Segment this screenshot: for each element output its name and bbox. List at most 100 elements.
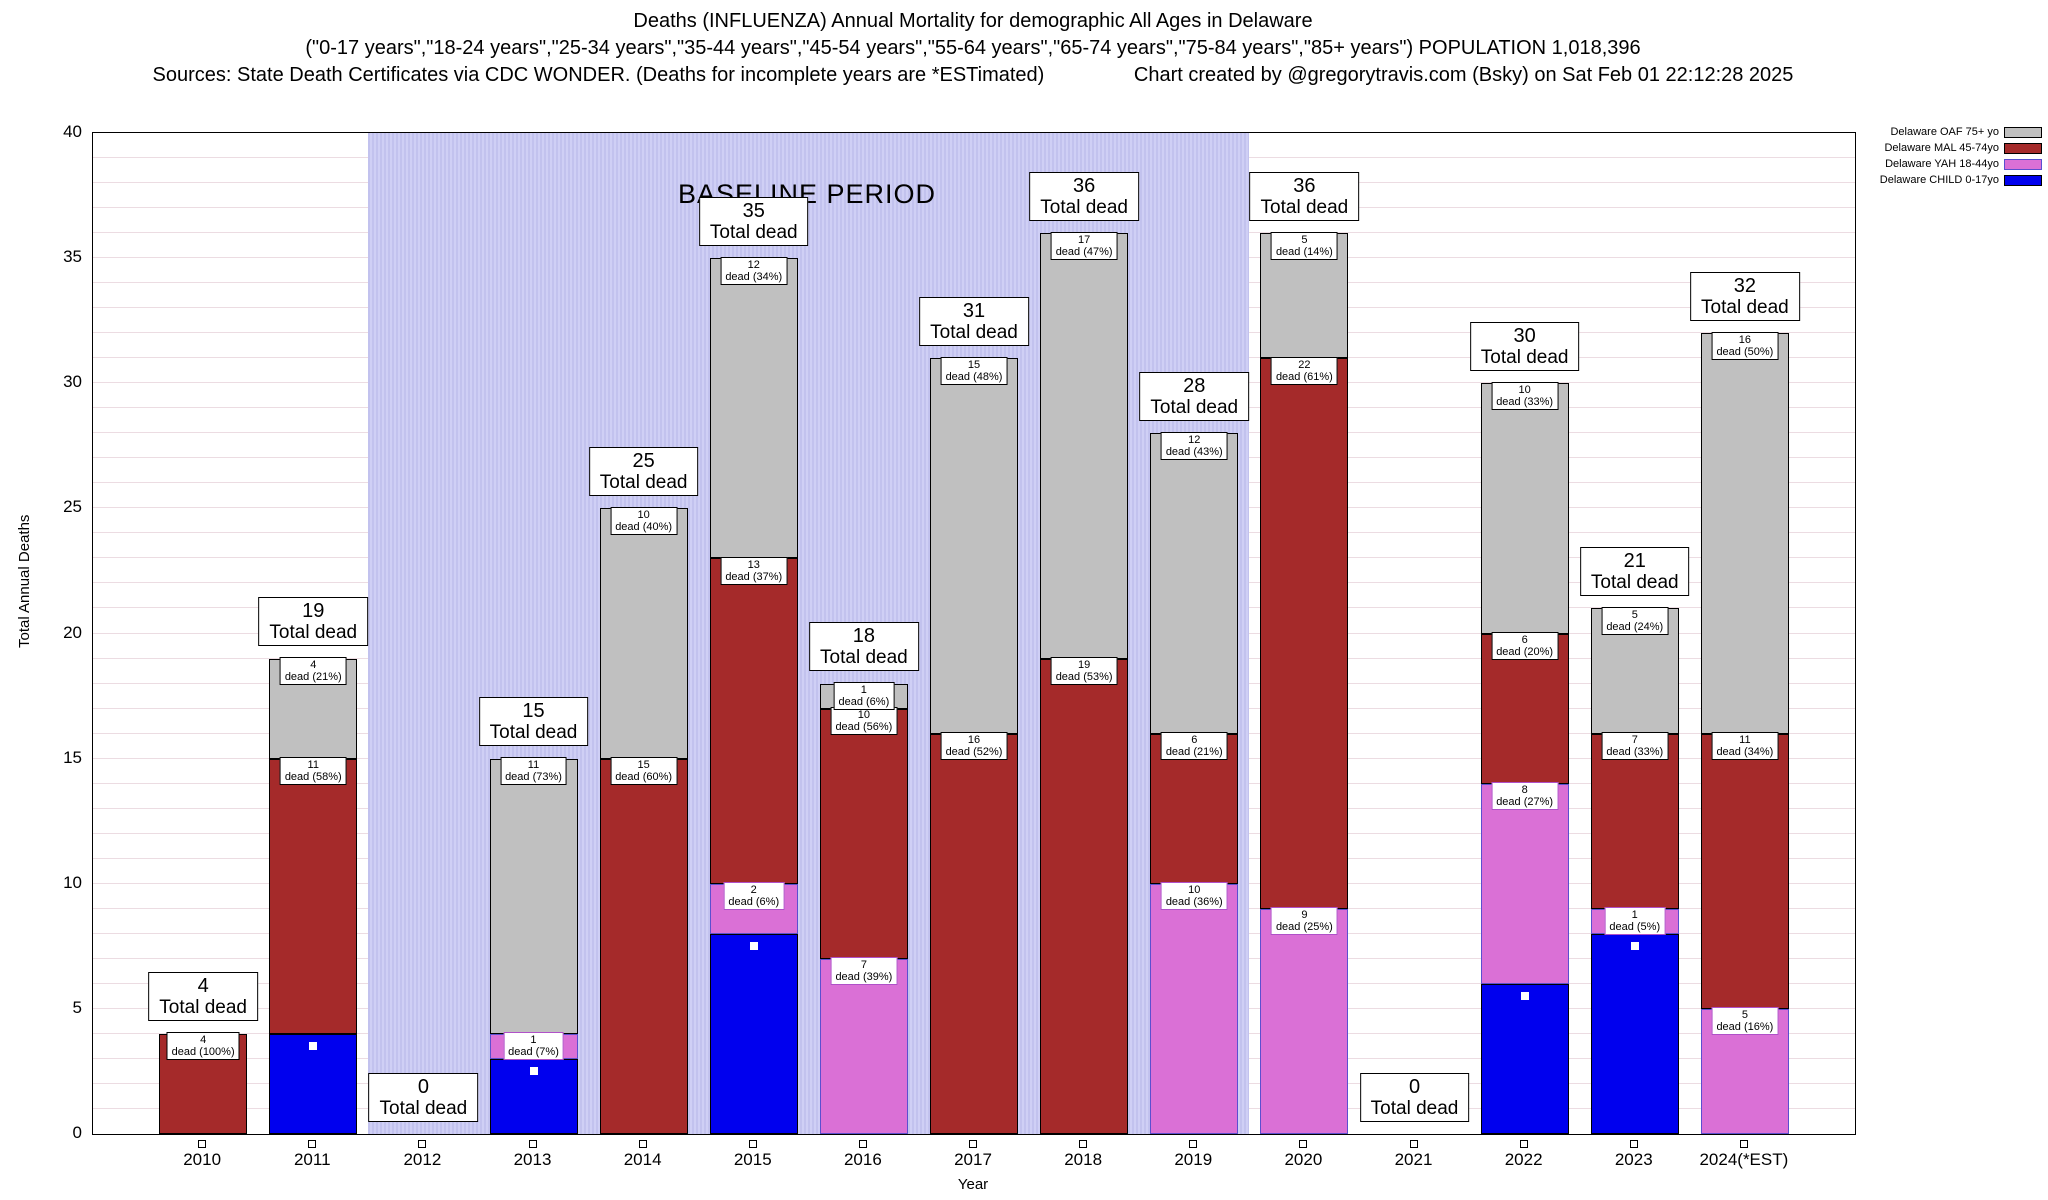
segment-percent: dead (36%) [1165, 896, 1223, 909]
total-dead-value: 32 [1733, 274, 1756, 297]
segment-percent: dead (27%) [1496, 796, 1554, 809]
segment-percent: dead (6%) [728, 896, 780, 909]
total-dead-value: 4 [197, 975, 209, 998]
x-tick-marker [528, 1140, 537, 1148]
total-dead-label: 36 Total dead [1029, 171, 1139, 221]
segment-percent: dead (20%) [1496, 646, 1554, 658]
total-dead-label: 0 Total dead [368, 1072, 479, 1122]
chart-title: Deaths (INFLUENZA) Annual Mortality for … [633, 10, 1313, 32]
bar-segment-oaf [1150, 433, 1239, 734]
total-dead-label: 35 Total dead [698, 196, 809, 246]
total-dead-value: 36 [1073, 174, 1096, 197]
total-dead-label: 18 Total dead [809, 622, 919, 672]
segment-percent: dead (33%) [1606, 746, 1664, 759]
segment-label: 19 dead (53%) [1050, 657, 1118, 686]
segment-value: 12 [747, 258, 760, 271]
segment-percent: dead (61%) [1275, 370, 1333, 383]
segment-label: 2 dead (6%) [723, 882, 785, 911]
segment-percent: dead (14%) [1275, 245, 1333, 258]
chart-titles: Deaths (INFLUENZA) Annual Mortality for … [92, 8, 1854, 89]
segment-label: 16 dead (50%) [1711, 331, 1779, 360]
total-dead-text: Total dead [1701, 296, 1789, 318]
y-tick-label: 25 [63, 497, 82, 517]
y-tick-label: 10 [63, 872, 82, 892]
segment-value: 10 [1188, 884, 1201, 897]
segment-label: 4 dead (100%) [166, 1032, 240, 1061]
segment-value: 7 [860, 959, 867, 972]
legend-swatch [2004, 126, 2042, 138]
segment-value: 12 [1188, 433, 1201, 446]
child-marker [1630, 942, 1639, 951]
bar-segment-mal [819, 708, 908, 959]
segment-label: 10 dead (56%) [830, 707, 898, 736]
segment-label: 1 dead (7%) [503, 1032, 564, 1061]
segment-percent: dead (52%) [945, 746, 1003, 759]
segment-label: 6 dead (20%) [1491, 632, 1559, 660]
x-tick-label: 2023 [1614, 1150, 1653, 1169]
legend-label: Delaware OAF 75+ yo [1890, 126, 1999, 138]
x-tick-marker [1189, 1140, 1198, 1148]
total-dead-text: Total dead [1150, 396, 1239, 418]
y-tick-label: 35 [63, 247, 82, 267]
legend-swatch [2004, 174, 2042, 186]
chart-sources: Sources: State Death Certificates via CD… [152, 64, 1045, 86]
y-tick-label: 0 [72, 1123, 82, 1142]
segment-label: 12 dead (43%) [1160, 431, 1228, 460]
x-tick-marker [308, 1140, 317, 1148]
total-dead-label: 30 Total dead [1469, 321, 1580, 371]
segment-value: 15 [967, 358, 981, 371]
segment-label: 13 dead (37%) [720, 556, 788, 585]
segment-label: 5 dead (16%) [1711, 1007, 1779, 1036]
x-tick-marker [858, 1140, 867, 1148]
x-tick-marker [1079, 1140, 1088, 1148]
segment-percent: dead (50%) [1716, 345, 1774, 358]
legend-swatch [2004, 158, 2042, 170]
x-tick-label: 2020 [1284, 1150, 1323, 1169]
y-tick-label: 20 [63, 622, 82, 642]
x-tick-label: 2011 [293, 1150, 331, 1169]
child-marker [749, 942, 758, 951]
bar-segment-mal [269, 758, 358, 1034]
x-tick-label: 2018 [1064, 1150, 1103, 1169]
total-dead-text: Total dead [159, 997, 247, 1019]
segment-value: 8 [1521, 784, 1528, 797]
segment-percent: dead (60%) [615, 771, 673, 784]
x-tick-marker [748, 1140, 757, 1148]
y-tick-label: 5 [72, 997, 82, 1017]
segment-percent: dead (5%) [1609, 921, 1661, 934]
total-dead-label: 28 Total dead [1139, 371, 1250, 421]
total-dead-value: 0 [417, 1075, 429, 1098]
segment-label: 5 dead (14%) [1270, 231, 1338, 260]
x-tick-marker [1299, 1140, 1308, 1148]
bar-segment-yah [1150, 883, 1239, 1134]
y-tick-label: 40 [63, 122, 82, 141]
segment-label: 7 dead (39%) [830, 957, 898, 986]
total-dead-text: Total dead [1480, 346, 1569, 368]
total-dead-label: 15 Total dead [478, 697, 589, 747]
segment-label: 15 dead (48%) [940, 356, 1008, 385]
legend-label: Delaware CHILD 0-17yo [1879, 174, 1999, 186]
legend: Delaware OAF 75+ yo Delaware MAL 45-74yo D… [1856, 126, 2042, 190]
segment-value: 17 [1078, 233, 1091, 246]
total-dead-value: 36 [1293, 174, 1316, 197]
segment-label: 1 dead (5%) [1604, 907, 1666, 936]
legend-label: Delaware YAH 18-44yo [1885, 158, 1999, 170]
total-dead-label: 21 Total dead [1579, 546, 1690, 596]
segment-value: 4 [200, 1034, 207, 1047]
legend-item: Delaware CHILD 0-17yo [1856, 174, 2042, 186]
x-tick-marker [1409, 1140, 1418, 1148]
segment-label: 7 dead (33%) [1601, 732, 1669, 761]
segment-percent: dead (53%) [1055, 671, 1113, 684]
segment-value: 9 [1301, 909, 1308, 922]
segment-value: 6 [1191, 734, 1198, 747]
total-dead-text: Total dead [489, 722, 578, 744]
bar-segment-child [709, 933, 798, 1134]
segment-value: 11 [1739, 734, 1751, 747]
bar-segment-mal [1590, 733, 1679, 909]
segment-label: 6 dead (21%) [1160, 732, 1228, 761]
total-dead-value: 21 [1623, 549, 1646, 572]
segment-label: 10 dead (36%) [1160, 882, 1228, 911]
bar-segment-oaf [599, 508, 688, 759]
segment-value: 22 [1298, 358, 1311, 371]
